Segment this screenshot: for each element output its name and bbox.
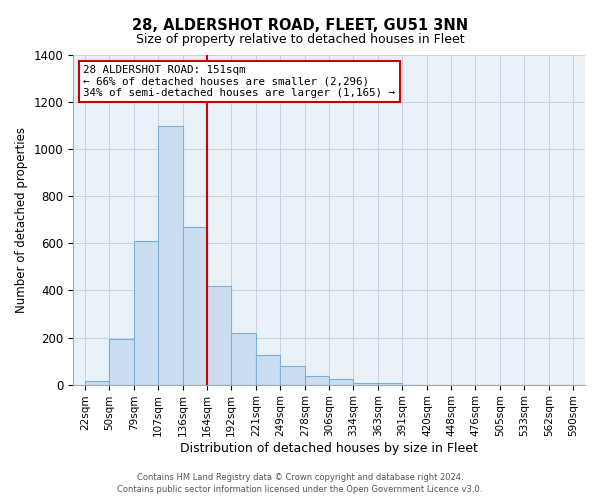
Bar [305,376,329,384]
Title: 28, ALDERSHOT ROAD, FLEET, GU51 3NN
Size of property relative to detached houses: 28, ALDERSHOT ROAD, FLEET, GU51 3NN Size… [0,499,1,500]
Text: Size of property relative to detached houses in Fleet: Size of property relative to detached ho… [136,32,464,46]
Text: 28, ALDERSHOT ROAD, FLEET, GU51 3NN: 28, ALDERSHOT ROAD, FLEET, GU51 3NN [132,18,468,32]
Bar [231,333,256,384]
Bar [207,286,231,384]
Y-axis label: Number of detached properties: Number of detached properties [15,127,28,313]
Bar [329,378,353,384]
Bar [280,366,305,384]
Bar [109,338,134,384]
Bar [85,381,109,384]
Bar [158,126,183,384]
Bar [183,227,207,384]
Text: Contains HM Land Registry data © Crown copyright and database right 2024.
Contai: Contains HM Land Registry data © Crown c… [118,472,482,494]
X-axis label: Distribution of detached houses by size in Fleet: Distribution of detached houses by size … [180,442,478,455]
Text: 28 ALDERSHOT ROAD: 151sqm
← 66% of detached houses are smaller (2,296)
34% of se: 28 ALDERSHOT ROAD: 151sqm ← 66% of detac… [83,65,395,98]
Bar [134,241,158,384]
Bar [256,355,280,384]
